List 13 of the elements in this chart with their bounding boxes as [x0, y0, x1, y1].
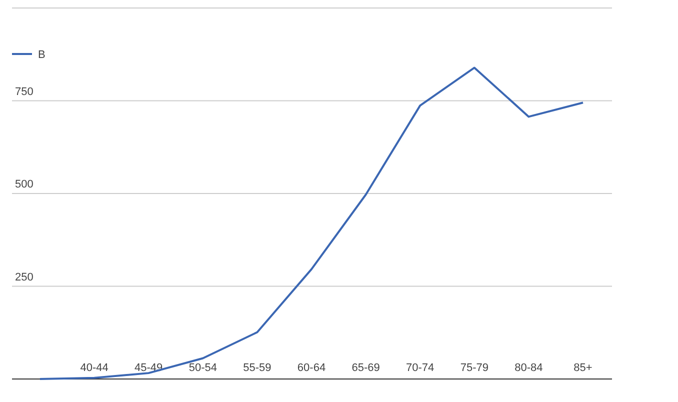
x-tick-label: 70-74: [406, 362, 434, 374]
x-tick-label: 85+: [574, 362, 592, 374]
x-tick-label: 55-59: [243, 362, 272, 374]
x-tick-label: 60-64: [297, 362, 326, 374]
x-tick-label: 40-44: [80, 362, 108, 374]
x-tick-label: 80-84: [514, 362, 543, 374]
legend-label: В: [38, 49, 46, 61]
y-tick-label: 500: [15, 178, 34, 190]
y-tick-label: 750: [15, 86, 34, 98]
x-tick-label: 50-54: [188, 362, 217, 374]
x-tick-label: 65-69: [352, 362, 380, 374]
x-tick-label: 75-79: [460, 362, 488, 374]
y-tick-label: 250: [15, 271, 34, 284]
